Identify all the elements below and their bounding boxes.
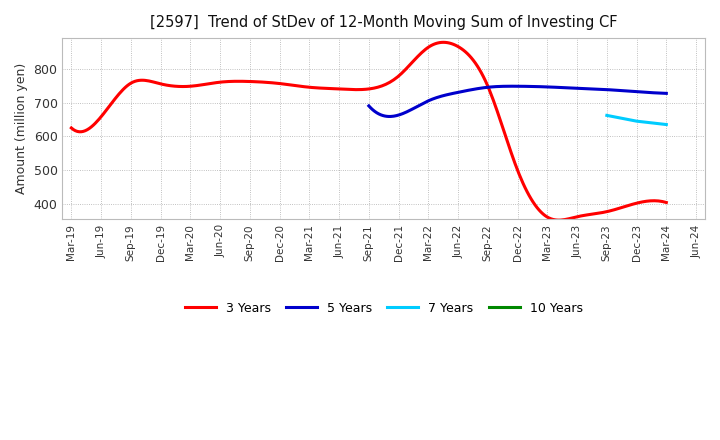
3 Years <box>611 207 619 213</box>
Line: 5 Years: 5 Years <box>369 86 666 117</box>
Line: 3 Years: 3 Years <box>71 42 666 220</box>
7 Years <box>632 118 641 124</box>
3 Years <box>69 127 78 132</box>
Legend: 3 Years, 5 Years, 7 Years, 10 Years: 3 Years, 5 Years, 7 Years, 10 Years <box>184 302 582 315</box>
3 Years <box>421 47 430 52</box>
5 Years <box>385 114 394 119</box>
5 Years <box>364 103 373 109</box>
5 Years <box>636 89 645 95</box>
3 Years <box>67 125 76 131</box>
Line: 7 Years: 7 Years <box>607 115 666 125</box>
3 Years <box>439 40 448 45</box>
5 Years <box>366 104 374 110</box>
5 Years <box>662 91 670 96</box>
Y-axis label: Amount (million yen): Amount (million yen) <box>15 63 28 194</box>
Title: [2597]  Trend of StDev of 12-Month Moving Sum of Investing CF: [2597] Trend of StDev of 12-Month Moving… <box>150 15 618 30</box>
5 Years <box>543 84 552 90</box>
5 Years <box>544 84 552 90</box>
7 Years <box>603 113 611 118</box>
5 Years <box>617 88 626 93</box>
5 Years <box>549 84 557 90</box>
3 Years <box>419 48 428 54</box>
7 Years <box>662 122 670 127</box>
3 Years <box>554 217 563 223</box>
3 Years <box>431 41 440 46</box>
3 Years <box>572 214 581 220</box>
3 Years <box>662 200 670 205</box>
5 Years <box>508 84 516 89</box>
